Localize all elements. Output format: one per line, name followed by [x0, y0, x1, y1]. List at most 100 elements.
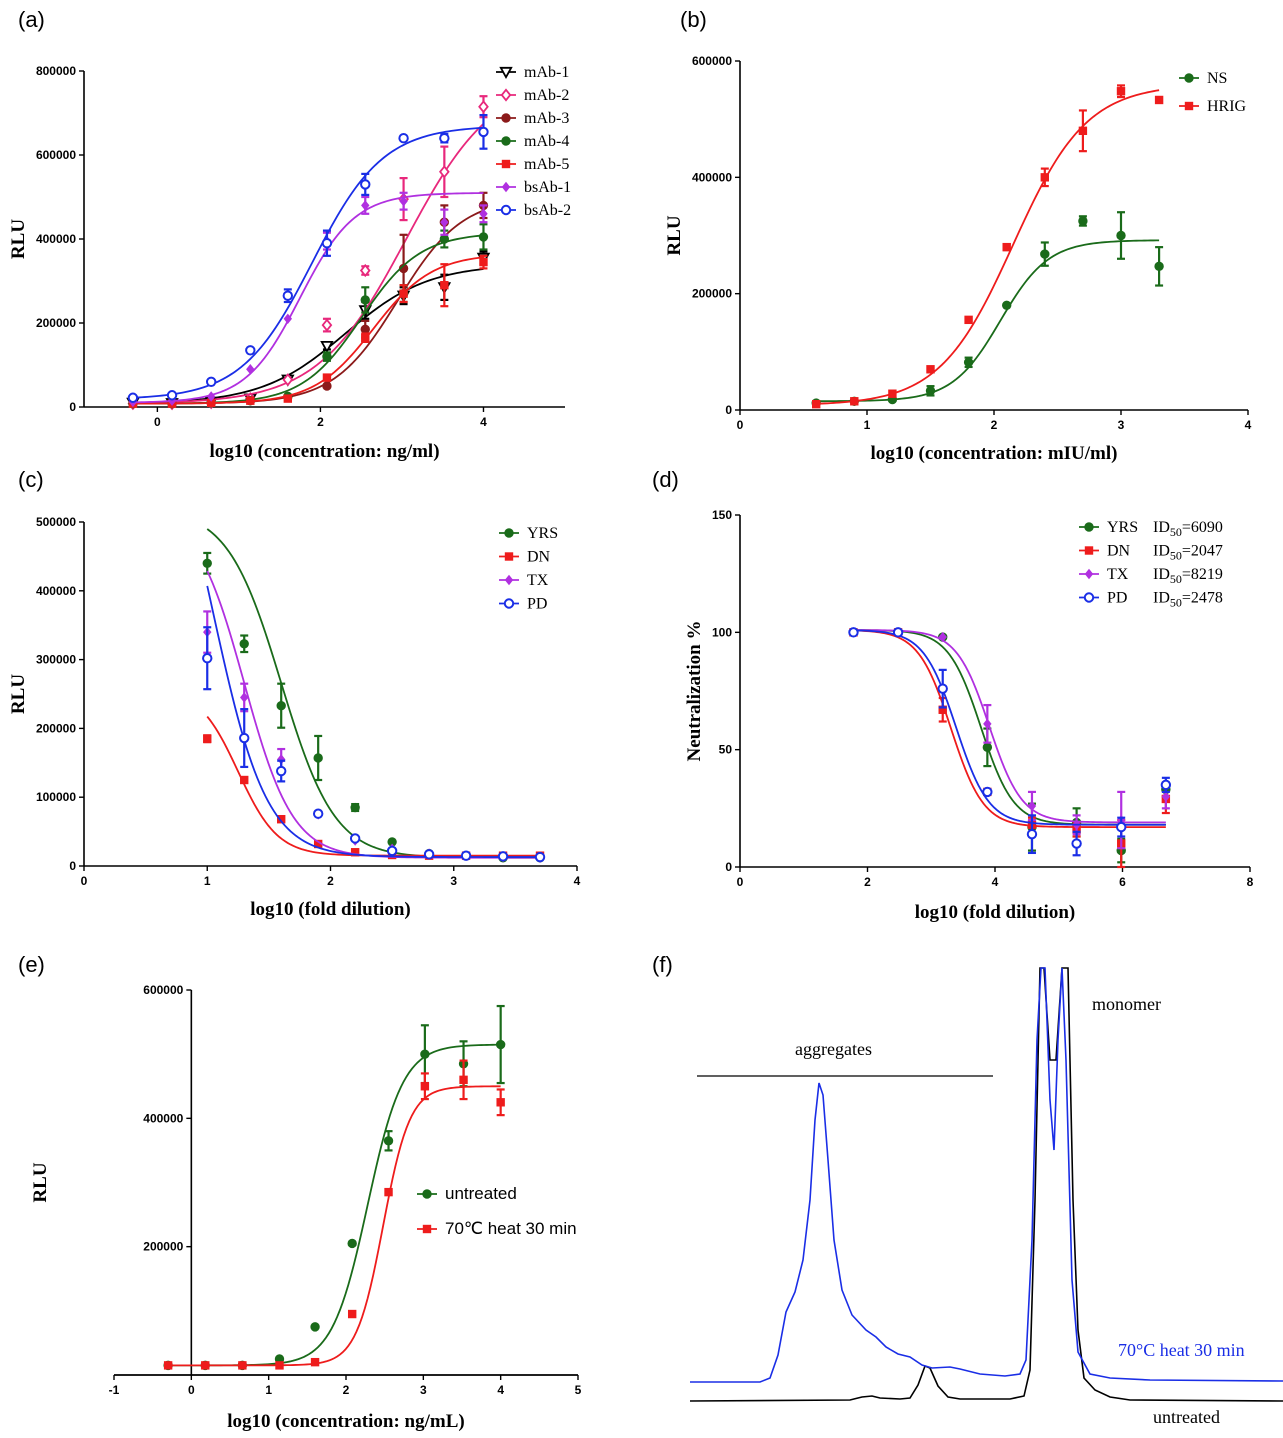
data-point — [1160, 779, 1172, 791]
x-tick-label: 3 — [1118, 418, 1125, 432]
data-point — [1116, 230, 1126, 241]
chart-c: 0 100000 200000 300000 400000 500000 0 1 2 3 4 log1… — [8, 515, 581, 920]
data-point — [1078, 216, 1088, 226]
chart-a: 0 200000 400000 600000 800000 0 2 4 log10 (conce… — [8, 64, 571, 462]
legend-label: TX — [1107, 566, 1129, 583]
series-DN — [203, 715, 545, 860]
legend-label: mAb-1 — [524, 64, 569, 81]
data-point — [888, 389, 897, 398]
x-tick-label: 0 — [737, 418, 744, 432]
data-point — [163, 1361, 173, 1370]
y-axis-title: RLU — [8, 219, 29, 259]
x-tick-label: 2 — [864, 875, 871, 889]
x-tick-label: 0 — [81, 874, 88, 888]
data-point — [386, 845, 398, 857]
data-point — [347, 1309, 357, 1319]
fit-curve — [132, 256, 484, 405]
data-point — [1161, 791, 1171, 802]
panel-label-b: (b) — [680, 7, 707, 32]
series-TX — [203, 570, 545, 863]
y-tick-label: 200000 — [36, 316, 76, 330]
legend-marker — [1084, 546, 1094, 555]
panel-label-a: (a) — [18, 7, 45, 32]
data-point — [399, 196, 408, 207]
data-point — [275, 1361, 284, 1370]
data-point — [240, 775, 249, 785]
x-tick-label: 4 — [1245, 418, 1252, 432]
x-tick-label: 4 — [574, 874, 581, 888]
data-point — [245, 345, 256, 356]
data-point — [1116, 87, 1126, 96]
legend-marker — [499, 66, 513, 80]
data-point — [320, 340, 334, 354]
chart-b: 0 200000 400000 600000 0 1 2 3 4 log10 (concentra… — [664, 54, 1252, 464]
x-tick-label: 4 — [480, 415, 487, 429]
data-point — [479, 208, 488, 219]
series-PD — [202, 585, 546, 863]
data-point — [276, 765, 287, 777]
legend-label: DN — [1107, 543, 1131, 560]
fit-curve — [206, 570, 541, 859]
y-tick-label: 500000 — [36, 515, 76, 529]
y-tick-label: 600000 — [143, 983, 183, 997]
fit-curve — [132, 234, 484, 405]
data-point — [420, 1049, 430, 1059]
y-tick-label: 0 — [69, 859, 76, 873]
aggregates-label: aggregates — [795, 1039, 872, 1059]
data-point — [848, 627, 859, 638]
data-point — [167, 395, 177, 406]
data-point — [277, 754, 286, 765]
legend-marker — [1184, 101, 1194, 111]
data-point — [127, 392, 139, 403]
data-point — [982, 786, 993, 798]
legend-marker — [501, 181, 511, 193]
y-axis-title: RLU — [30, 1162, 51, 1202]
legend-marker — [1083, 592, 1095, 603]
series-PD — [848, 627, 1172, 857]
legend-item-mAb-2: mAb-2 — [496, 87, 569, 104]
legend-item-TX: TX ID50=8219 — [1079, 566, 1223, 586]
monomer-label: monomer — [1092, 994, 1161, 1014]
legend-item-DN: DN ID50=2047 — [1079, 543, 1223, 563]
series-70℃ heat 30 min — [163, 1059, 505, 1370]
series-mAb-1 — [126, 250, 491, 411]
legend-label: YRS — [1107, 519, 1138, 536]
data-point — [963, 357, 974, 368]
legend-marker — [1084, 522, 1094, 532]
data-point — [322, 381, 332, 391]
y-tick-label: 300000 — [36, 653, 76, 667]
fit-curve — [132, 268, 484, 404]
legend-marker — [504, 574, 514, 586]
data-point — [383, 1136, 394, 1146]
legend-item-YRS: YRS — [499, 525, 558, 542]
y-tick-label: 400000 — [692, 170, 732, 184]
data-point — [1027, 800, 1037, 812]
legend-item-70℃ heat 30 min: 70℃ heat 30 min — [417, 1219, 577, 1238]
y-tick-label: 800000 — [36, 64, 76, 78]
data-point — [398, 133, 409, 144]
x-tick-label: 3 — [450, 874, 457, 888]
y-axis-title: Neutralization % — [684, 621, 705, 762]
fit-curve — [853, 629, 1166, 826]
data-point — [497, 851, 509, 862]
legend-label: 70℃ heat 30 min — [445, 1219, 577, 1238]
legend-item-DN: DN — [499, 549, 551, 566]
legend-label: untreated — [445, 1184, 517, 1203]
fit-curve — [132, 209, 484, 405]
data-point — [459, 1075, 468, 1085]
legend-item-NS: NS — [1179, 70, 1227, 87]
legend-marker — [422, 1224, 432, 1234]
legend-id50: ID50=2478 — [1153, 590, 1223, 610]
fit-curve — [206, 585, 541, 858]
y-axis-title: RLU — [664, 215, 685, 255]
chromatogram-trace-heated — [690, 967, 1283, 1383]
data-point — [201, 1361, 210, 1370]
legend-item-mAb-5: mAb-5 — [496, 156, 569, 173]
chromatogram-trace-untreated — [689, 967, 1283, 1402]
x-tick-label: 0 — [737, 875, 744, 889]
y-tick-label: 150 — [712, 508, 732, 522]
data-point — [205, 376, 217, 387]
chart-e: 200000 400000 600000 -1 0 1 2 3 4 5 log10 (concent… — [30, 983, 582, 1432]
data-point — [283, 313, 293, 324]
legend-marker — [501, 136, 511, 146]
